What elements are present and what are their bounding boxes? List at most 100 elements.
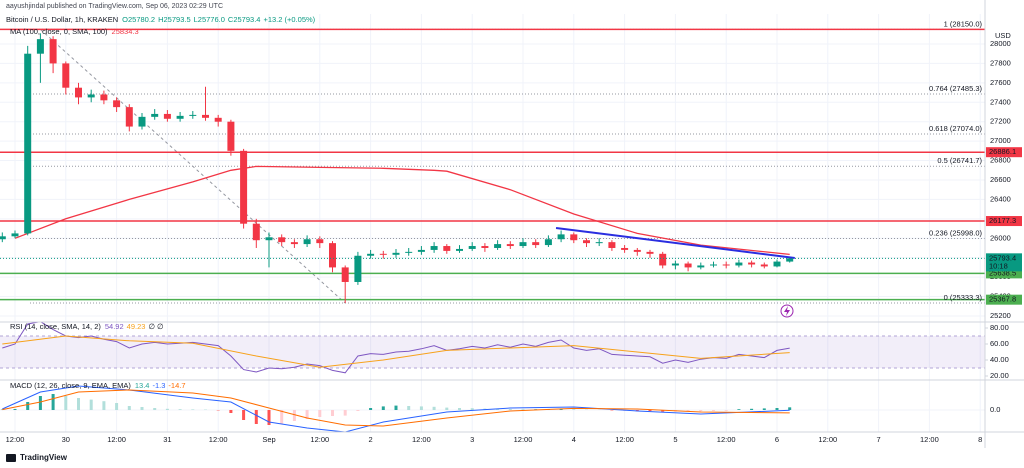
candle-body xyxy=(176,115,184,119)
x-tick-label: 6 xyxy=(775,435,779,444)
fib-label: 0.236 (25998.0) xyxy=(929,228,982,237)
rsi-tick-label: 60.00 xyxy=(990,339,1009,348)
candle-body xyxy=(710,264,717,266)
y-tick-label: 27400 xyxy=(990,97,1011,106)
rsi-line xyxy=(2,322,790,374)
candle-body xyxy=(329,243,336,268)
macd-histogram-bar xyxy=(369,408,373,410)
candle-body xyxy=(557,234,565,240)
candle-body xyxy=(405,251,413,253)
macd-histogram-bar xyxy=(419,406,423,410)
macd-histogram-bar xyxy=(115,403,119,410)
candle-body xyxy=(468,246,476,249)
signal-value: -14.7 xyxy=(168,381,185,390)
candle-body xyxy=(125,107,133,127)
macd-tick-label: 0.0 xyxy=(990,405,1000,414)
x-tick-label: 12:00 xyxy=(514,435,533,444)
candle-body xyxy=(113,100,121,108)
candle-body xyxy=(24,53,32,234)
candle-body xyxy=(163,113,171,119)
candle-body xyxy=(354,255,362,282)
candle-body xyxy=(379,253,387,255)
ma-line xyxy=(14,165,790,256)
y-tick-label: 27600 xyxy=(990,78,1011,87)
rsi-ma-line xyxy=(2,335,790,368)
macd-histogram-bar xyxy=(661,410,665,412)
level-label: 25638.5 xyxy=(989,268,1016,277)
candle-body xyxy=(671,263,679,266)
signal-line xyxy=(2,389,790,427)
candle-body xyxy=(583,240,590,244)
macd-histogram-bar xyxy=(229,410,233,413)
candle-body xyxy=(519,242,527,247)
x-tick-label: 5 xyxy=(673,435,677,444)
trendline xyxy=(555,226,795,259)
macd-histogram-bar xyxy=(127,406,131,410)
countdown: 10:18 xyxy=(989,261,1008,270)
x-tick-label: 12:00 xyxy=(107,435,126,444)
candle-body xyxy=(316,239,324,244)
level-label: 26886.1 xyxy=(989,147,1016,156)
fib-diagonal xyxy=(40,29,346,304)
fib-label: 0.764 (27485.3) xyxy=(929,84,982,93)
macd-histogram-bar xyxy=(407,406,411,410)
candle-body xyxy=(278,237,286,243)
candle-body xyxy=(722,264,730,266)
x-tick-label: 12:00 xyxy=(615,435,634,444)
y-tick-label: 27800 xyxy=(990,58,1011,67)
x-tick-label: 8 xyxy=(978,435,982,444)
legend-symbol: Bitcoin / U.S. Dollar, 1h, KRAKEN O25780.… xyxy=(6,15,316,24)
candle-body xyxy=(417,249,425,252)
candle-body xyxy=(646,251,654,254)
macd-histogram-bar xyxy=(470,408,474,410)
rsi-tick-label: 80.00 xyxy=(990,323,1009,332)
y-tick-label: 28000 xyxy=(990,39,1011,48)
macd-histogram-bar xyxy=(762,408,766,410)
legend-macd: MACD (12, 26, close, 9, EMA, EMA) 13.4 -1.… xyxy=(10,381,186,390)
macd-histogram-bar xyxy=(635,410,639,411)
candle-body xyxy=(265,237,273,241)
macd-histogram-bar xyxy=(292,410,296,421)
candle-body xyxy=(11,233,19,237)
y-tick-label: 25200 xyxy=(990,311,1011,320)
macd-histogram-bar xyxy=(648,410,652,411)
y-tick-label: 26000 xyxy=(990,233,1011,242)
macd-pane xyxy=(0,385,792,432)
event-icon[interactable] xyxy=(780,304,794,318)
logo xyxy=(6,454,16,462)
macd-histogram-bar xyxy=(77,398,80,410)
macd-histogram-bar xyxy=(343,410,347,416)
candle-body xyxy=(748,262,756,265)
candle-body xyxy=(430,246,438,250)
x-tick-label: Sep xyxy=(262,435,275,444)
candle-body xyxy=(151,113,159,117)
candle-body xyxy=(544,239,552,246)
macd-histogram-bar xyxy=(788,407,792,410)
x-tick-label: 4 xyxy=(572,435,576,444)
macd-histogram-bar xyxy=(305,410,309,419)
candle-body xyxy=(570,234,578,241)
macd-histogram-bar xyxy=(140,407,144,410)
axes: 12:00 30 12:00 31 12:00 Sep 12:00 2 12:00 3 12:00 4… xyxy=(6,19,1022,444)
level-box xyxy=(986,147,1022,158)
hist-value: 13.4 xyxy=(135,381,150,390)
x-tick-label: 12:00 xyxy=(818,435,837,444)
x-tick-label: 12:00 xyxy=(6,435,25,444)
x-tick-label: 30 xyxy=(62,435,70,444)
rsi-na: ∅ ∅ xyxy=(148,322,164,331)
currency: USD xyxy=(995,31,1011,40)
level-box xyxy=(986,294,1022,305)
fib-label: 0.5 (26741.7) xyxy=(937,156,982,165)
candle-body xyxy=(633,249,641,252)
candle-body xyxy=(341,267,349,282)
macd-histogram-bar xyxy=(178,409,182,410)
level-label: 25367.8 xyxy=(989,295,1016,304)
macd-histogram-bar xyxy=(445,407,449,410)
macd-histogram-bar xyxy=(521,409,525,410)
fib-label: 1 (28150.0) xyxy=(944,19,983,28)
macd-histogram-bar xyxy=(51,394,55,410)
macd-histogram-bar xyxy=(356,410,360,411)
macd-histogram-bar xyxy=(280,410,284,424)
